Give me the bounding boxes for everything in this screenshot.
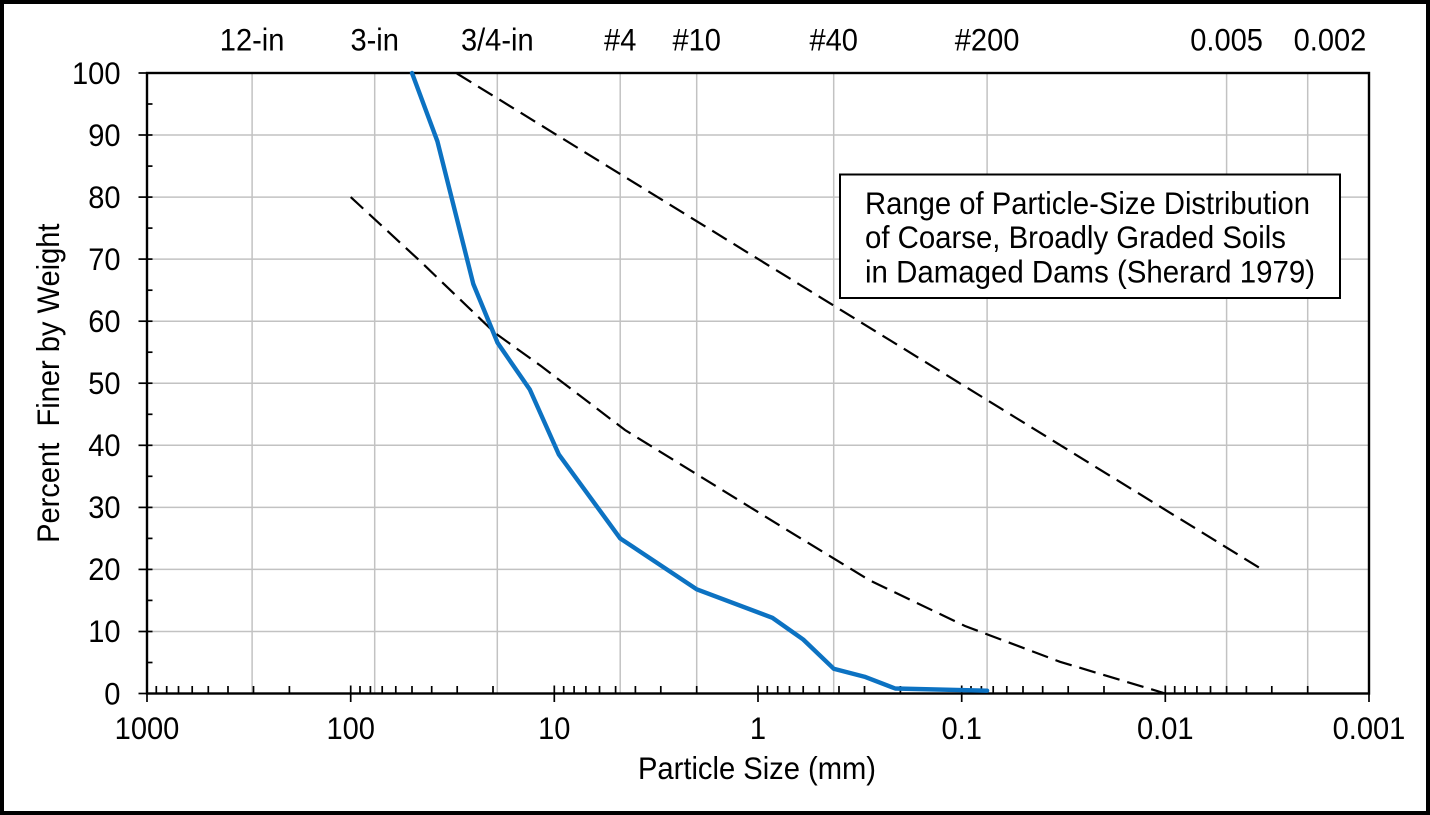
svg-text:70: 70	[88, 241, 120, 277]
svg-text:0: 0	[104, 675, 120, 711]
svg-text:0.01: 0.01	[1137, 710, 1194, 746]
svg-text:of Coarse, Broadly Graded Soil: of Coarse, Broadly Graded Soils	[865, 219, 1286, 255]
svg-text:60: 60	[88, 303, 120, 339]
svg-text:40: 40	[88, 427, 120, 463]
svg-text:3/4-in: 3/4-in	[461, 22, 534, 58]
svg-text:0.001: 0.001	[1333, 710, 1406, 746]
svg-text:0.1: 0.1	[942, 710, 982, 746]
svg-text:10: 10	[88, 613, 120, 649]
svg-text:0.005: 0.005	[1190, 22, 1263, 58]
svg-text:100: 100	[72, 55, 121, 91]
svg-text:100: 100	[326, 710, 375, 746]
svg-text:Particle Size (mm): Particle Size (mm)	[638, 750, 876, 786]
svg-text:3-in: 3-in	[350, 22, 399, 58]
svg-text:in Damaged Dams (Sherard 1979): in Damaged Dams (Sherard 1979)	[865, 254, 1315, 290]
svg-text:#40: #40	[809, 22, 858, 58]
svg-text:1: 1	[750, 710, 766, 746]
svg-text:Range of Particle-Size Distrib: Range of Particle-Size Distribution	[865, 185, 1310, 221]
svg-text:0.002: 0.002	[1294, 22, 1367, 58]
svg-text:10: 10	[538, 710, 570, 746]
svg-text:50: 50	[88, 365, 120, 401]
svg-text:20: 20	[88, 551, 120, 587]
svg-text:Percent Finer by Weight: Percent Finer by Weight	[30, 223, 66, 543]
svg-text:30: 30	[88, 489, 120, 525]
svg-text:12-in: 12-in	[220, 22, 285, 58]
svg-text:#200: #200	[955, 22, 1020, 58]
svg-text:#10: #10	[672, 22, 721, 58]
svg-text:80: 80	[88, 179, 120, 215]
svg-text:#4: #4	[604, 22, 636, 58]
svg-text:1000: 1000	[115, 710, 180, 746]
svg-text:90: 90	[88, 117, 120, 153]
